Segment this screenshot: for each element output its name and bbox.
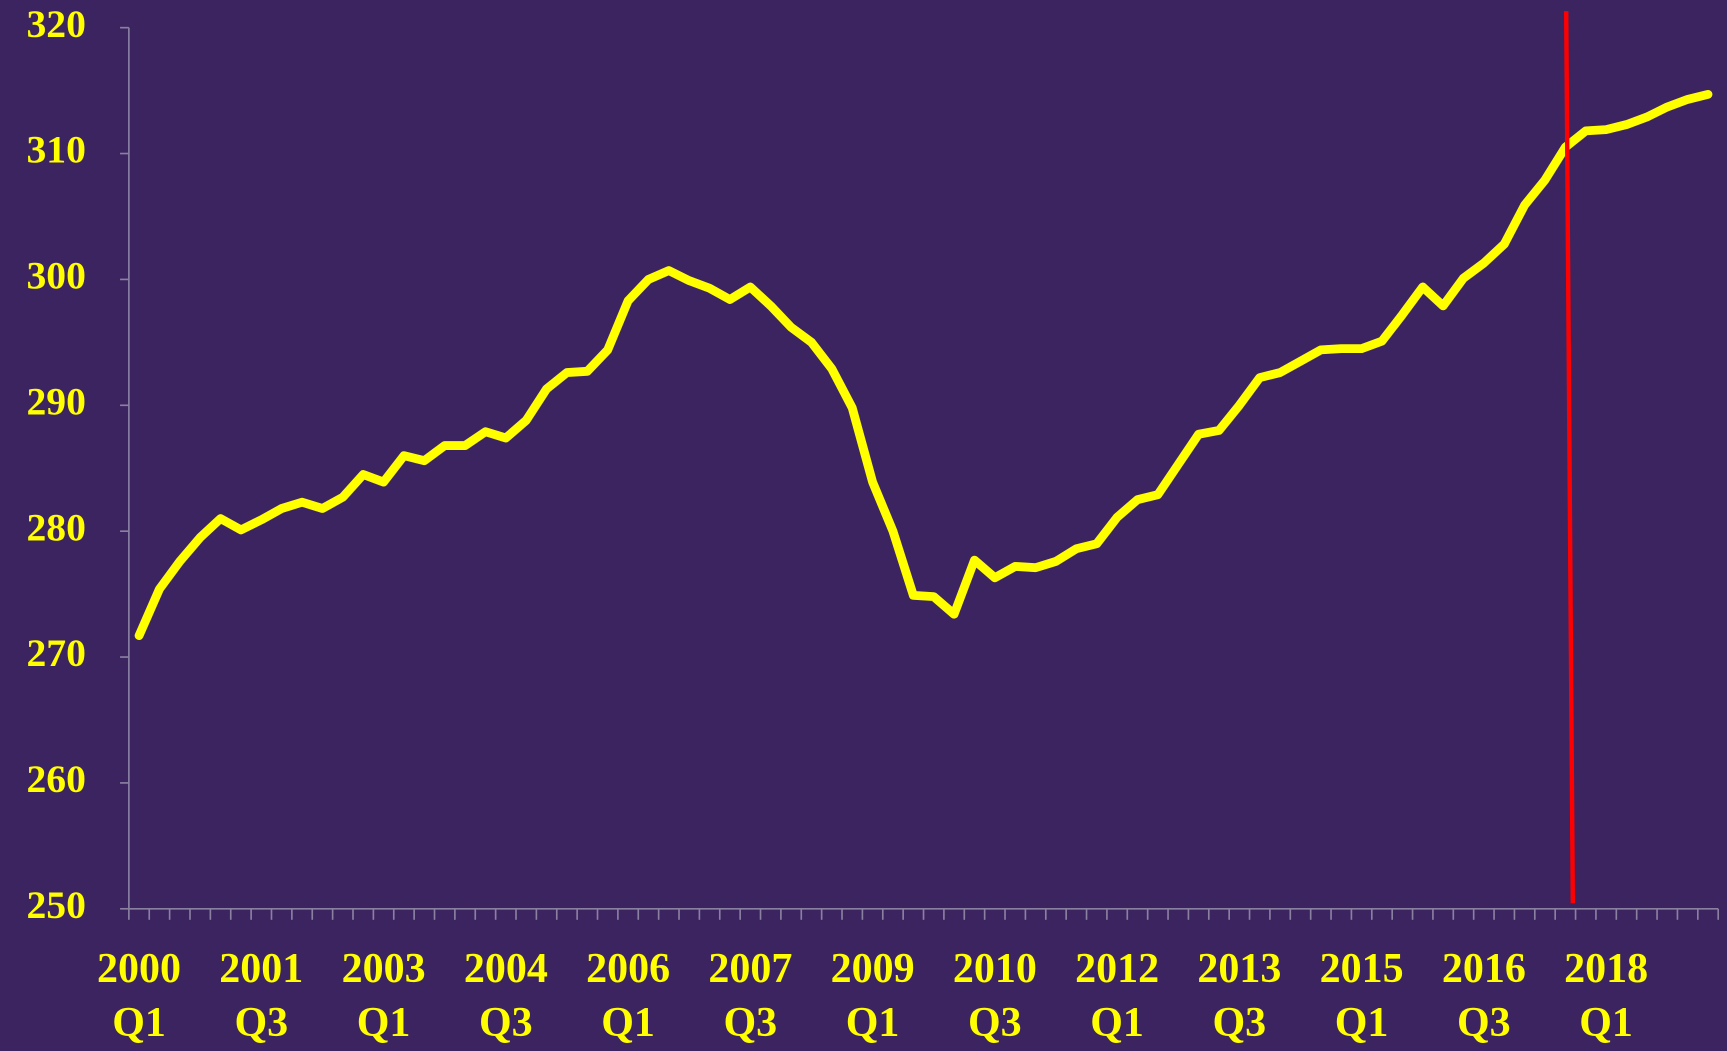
x-tick-label: 2009 Q1 xyxy=(830,945,915,1046)
x-tick-label: 2016 Q3 xyxy=(1441,945,1526,1046)
line xyxy=(134,89,1713,641)
x-tick-label: 2013 Q3 xyxy=(1197,945,1282,1046)
y-tick-label: 260 xyxy=(26,757,85,801)
x-tick-label: 2007 Q3 xyxy=(708,945,793,1046)
x-tick-label: 2000 Q1 xyxy=(97,945,182,1046)
y-tick-label: 270 xyxy=(26,631,85,675)
marker-line xyxy=(1563,11,1576,904)
y-tick-label: 250 xyxy=(26,883,85,927)
y-tick-label: 320 xyxy=(26,2,85,46)
x-tick-label: 2012 Q1 xyxy=(1075,945,1160,1046)
x-tick-label: 2004 Q3 xyxy=(463,945,548,1046)
x-tick-label: 2015 Q1 xyxy=(1319,945,1404,1046)
x-tick-label: 2006 Q1 xyxy=(586,945,671,1046)
x-tick-label: 2003 Q1 xyxy=(341,945,426,1046)
y-tick-label: 310 xyxy=(26,128,85,172)
x-tick-label: 2001 Q3 xyxy=(219,945,304,1046)
y-tick-label: 280 xyxy=(26,505,85,549)
y-tick-label: 300 xyxy=(26,254,85,298)
x-tick-label: 2018 Q1 xyxy=(1564,945,1649,1046)
y-tick-label: 290 xyxy=(26,379,85,423)
x-tick-label: 2010 Q3 xyxy=(952,945,1037,1046)
